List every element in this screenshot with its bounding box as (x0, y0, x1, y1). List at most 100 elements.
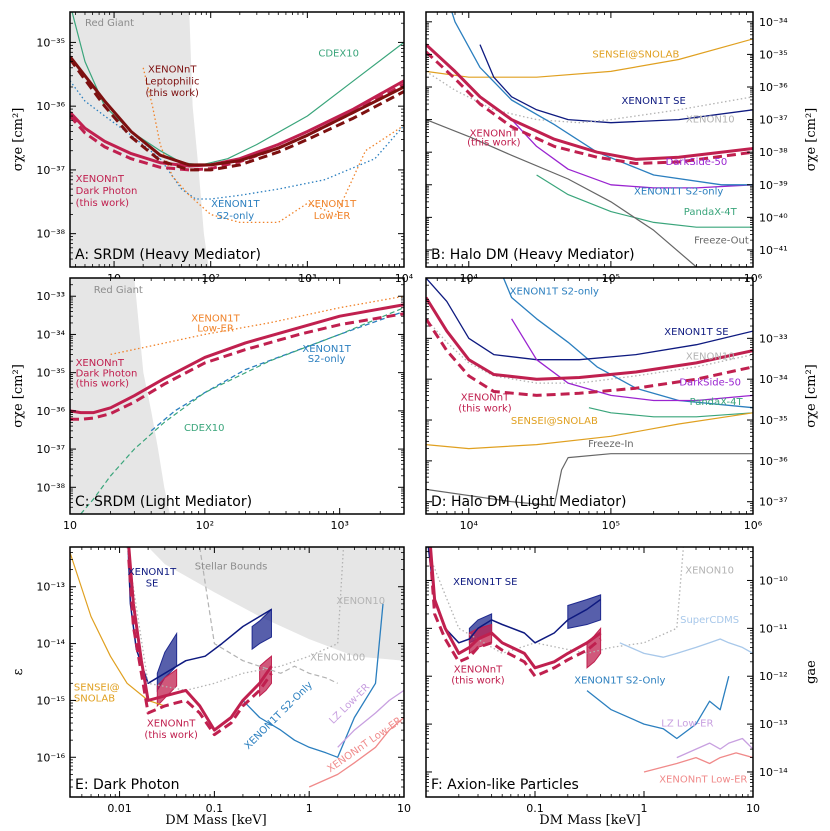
series-line (429, 557, 602, 678)
y-tick-label: 10⁻¹³ (759, 718, 788, 731)
panel-title: A: SRDM (Heavy Mediator) (75, 247, 261, 263)
series-line (429, 547, 602, 670)
curve-label: XENONnT (147, 718, 196, 729)
y-tick-label: 10⁻³⁴ (759, 373, 788, 386)
curve-label: XENONnT Low-ER (659, 775, 747, 786)
y-tick-label: 10⁻³⁷ (759, 114, 788, 127)
curve-label: XENON1T S2-only (510, 286, 599, 297)
curve-label: (this work) (458, 404, 512, 415)
y-tick-label: 10⁻³⁶ (36, 100, 65, 113)
series-line (70, 58, 404, 172)
plot-frame (69, 277, 405, 515)
panel-d: XENON1T S2-only XENON1T SE XENON10 DarkSide… (425, 277, 819, 532)
plot-frame (425, 546, 754, 798)
curve-label: CDEX10 (318, 49, 359, 60)
x-tick-label: 10⁶ (744, 519, 763, 532)
curve-label: XENON10 (685, 565, 734, 576)
y-tick-label: 10⁻³⁸ (36, 481, 65, 494)
curve-label: Dark Photon (76, 186, 138, 197)
curve-label: Red Giant (94, 285, 143, 296)
x-tick-label: 10 (397, 802, 411, 815)
y-tick-label: 10⁻¹⁴ (759, 766, 788, 779)
series-line (588, 407, 753, 418)
x-axis-label-left: DM Mass [keV] (165, 813, 267, 828)
curve-label: Freeze-Out (694, 235, 749, 246)
y-tick-label: 10⁻³⁵ (759, 48, 788, 61)
curve-label: SENSEI@ (74, 682, 120, 693)
curve-label: XENON1T SE (453, 577, 517, 588)
series-line (70, 552, 165, 707)
plot-area-c: Red GiantXENON1TLow-ERXENON1TS2-onlyXENO… (70, 278, 404, 514)
curve-label: SNOLAB (74, 694, 115, 705)
series-line (502, 278, 753, 409)
curve-label: XENON1T (302, 344, 351, 355)
curve-label: Low-ER (314, 211, 351, 222)
curve-label: Freeze-In (588, 439, 634, 450)
x-tick-label: 10³ (330, 519, 348, 532)
series-line (150, 310, 404, 432)
y-tick-label: 10⁻³⁷ (36, 164, 65, 177)
curve-label: (this work) (144, 730, 198, 741)
series-line (426, 412, 753, 450)
y-tick-label: 10⁻³⁸ (759, 146, 788, 159)
plot-area-d: XENON1T S2-only XENON1T SE XENON10 DarkSide… (426, 278, 753, 507)
series-line (479, 44, 753, 124)
x-tick-label: 0.1 (526, 802, 544, 815)
series-line (426, 317, 753, 397)
curve-label: PandaX-4T (684, 207, 738, 218)
y-tick-label: 10⁻⁴¹ (759, 244, 788, 257)
curve-label: XENON1T (128, 567, 177, 578)
curve-label: XENON1T (308, 199, 357, 210)
curve-label: XENON10 (686, 352, 735, 363)
curve-label: XENONnT (148, 64, 197, 75)
y-axis-label: σχe [cm²] (804, 364, 819, 428)
y-tick-label: 10⁻³⁹ (759, 179, 788, 192)
series-line (426, 50, 753, 165)
curve-label: XENON1T (191, 313, 240, 324)
y-tick-label: 10⁻¹¹ (759, 622, 788, 635)
y-tick-label: 10⁻³⁴ (759, 16, 788, 29)
curve-label: PandaX-4T (690, 397, 744, 408)
plot-frame (425, 277, 754, 515)
curve-label: LZ Low-ER (661, 718, 713, 729)
curve-label: (this work) (76, 379, 130, 390)
y-tick-label: 10⁻³⁷ (36, 443, 65, 456)
series-line (127, 547, 273, 732)
curve-label: XENONnT (76, 358, 125, 369)
series-line (536, 174, 753, 228)
y-tick-label: 10⁻³⁵ (759, 414, 788, 427)
curve-label: S2-only (217, 211, 255, 222)
series-line (426, 547, 685, 655)
curve-label: XENONnT (470, 129, 519, 140)
curve-label: SuperCDMS (680, 615, 739, 626)
series-line (511, 119, 753, 189)
x-axis-label-right: DM Mass [keV] (539, 813, 641, 828)
curve-label: (this work) (76, 198, 130, 209)
series-line (586, 676, 730, 740)
series-line (426, 119, 753, 267)
x-tick-label: 0.1 (206, 802, 224, 815)
series-line (619, 638, 753, 658)
curve-label: DarkSide-50 (666, 157, 728, 168)
plot-frame (425, 11, 754, 268)
series-line (70, 55, 404, 167)
series-line (427, 547, 602, 644)
curve-label: XENONnT (461, 393, 510, 404)
x-tick-label: 10⁴ (460, 519, 479, 532)
y-tick-label: 10⁻¹² (759, 670, 788, 683)
curve-label: (this work) (451, 676, 505, 687)
x-tick-label: 0.01 (107, 802, 132, 815)
panel-title: D: Halo DM (Light Mediator) (431, 494, 626, 510)
curve-label: SE (146, 579, 159, 590)
curve-label: XENON1T SE (622, 96, 686, 107)
curve-label: Leptophilic (145, 76, 199, 87)
curve-label: XENON1T (211, 199, 260, 210)
shade-region (148, 547, 404, 661)
curve-label: Stellar Bounds (195, 562, 268, 573)
y-axis-label: gae (804, 660, 819, 684)
